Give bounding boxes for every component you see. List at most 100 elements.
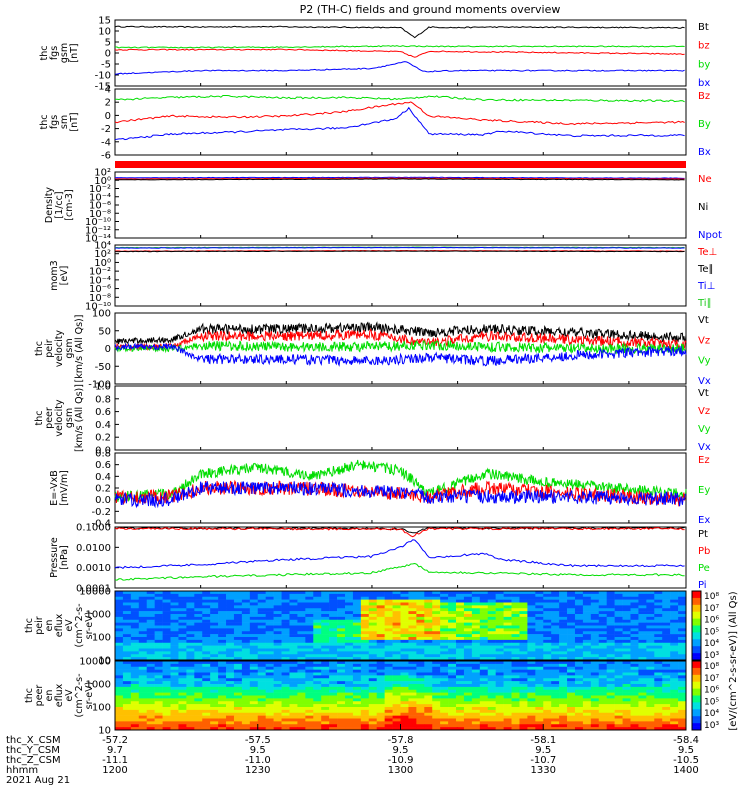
heatmap-cell: [257, 628, 266, 632]
heatmap-cell: [432, 611, 441, 615]
heatmap-cell: [630, 724, 639, 728]
heatmap-cell: [574, 669, 584, 673]
heatmap-cell: [154, 639, 163, 644]
heatmap-cell: [337, 642, 346, 646]
heatmap-cell: [598, 684, 607, 688]
heatmap-cell: [122, 651, 132, 655]
y-tick-label: 0: [105, 344, 111, 355]
colorbar-segment: [692, 637, 701, 640]
colorbar-label: [eV/(cm^2-s-sr-eV)] (All Qs): [728, 591, 739, 730]
heatmap-cell: [329, 712, 338, 716]
colorbar-segment: [692, 676, 701, 679]
heatmap-cell: [678, 672, 687, 676]
colorbar-segment: [692, 604, 701, 607]
heatmap-cell: [138, 605, 148, 609]
heatmap-cell: [408, 634, 417, 638]
heatmap-cell: [154, 727, 163, 731]
heatmap-cell: [559, 639, 568, 644]
heatmap-cell: [313, 701, 322, 705]
heatmap-cell: [630, 648, 639, 652]
heatmap-cell: [574, 648, 584, 652]
heatmap-cell: [305, 707, 314, 711]
heatmap-cell: [440, 718, 449, 722]
heatmap-cell: [376, 622, 385, 626]
heatmap-cell: [305, 727, 314, 731]
heatmap-cell: [582, 721, 592, 725]
y-axis-label: peer: [34, 685, 45, 707]
heatmap-cell: [590, 672, 600, 676]
heatmap-cell: [582, 718, 592, 722]
heatmap-cell: [329, 631, 338, 635]
heatmap-cell: [210, 611, 219, 615]
heatmap-cell: [138, 724, 148, 728]
heatmap-cell: [590, 698, 600, 702]
heatmap-cell: [392, 724, 401, 728]
heatmap-cell: [614, 616, 623, 621]
heatmap-cell: [503, 599, 512, 603]
heatmap-cell: [638, 689, 647, 693]
legend-entry: Bx: [698, 147, 711, 158]
heatmap-cell: [495, 661, 504, 665]
heatmap-cell: [265, 622, 274, 626]
heatmap-cell: [487, 707, 496, 711]
heatmap-cell: [622, 593, 631, 598]
heatmap-cell: [598, 709, 607, 714]
heatmap-cell: [582, 634, 592, 638]
heatmap-cell: [241, 675, 251, 679]
heatmap-cell: [582, 663, 592, 668]
heatmap-cell: [265, 651, 274, 655]
heatmap-cell: [305, 675, 314, 679]
heatmap-cell: [638, 611, 647, 615]
heatmap-cell: [257, 634, 266, 638]
colorbar-segment: [692, 704, 701, 707]
heatmap-cell: [456, 678, 465, 682]
heatmap-cell: [551, 631, 560, 635]
heatmap-cell: [527, 596, 536, 600]
colorbar-segment: [692, 681, 701, 684]
heatmap-cell: [400, 611, 409, 615]
heatmap-cell: [598, 639, 607, 644]
heatmap-cell: [646, 718, 655, 722]
heatmap-cell: [376, 715, 385, 719]
heatmap-cell: [424, 614, 433, 618]
heatmap-cell: [574, 639, 584, 644]
heatmap-cell: [527, 639, 536, 644]
heatmap-cell: [622, 669, 631, 673]
heatmap-cell: [337, 724, 346, 728]
heatmap-cell: [638, 648, 647, 652]
heatmap-cell: [638, 602, 647, 606]
y-tick-label: 0.8: [95, 394, 111, 405]
heatmap-cell: [313, 625, 322, 629]
heatmap-cell: [662, 628, 671, 632]
heatmap-cell: [432, 663, 441, 668]
heatmap-cell: [384, 715, 393, 719]
heatmap-cell: [297, 619, 306, 623]
heatmap-cell: [281, 707, 290, 711]
heatmap-cell: [440, 639, 449, 644]
heatmap-cell: [337, 698, 346, 702]
heatmap-cell: [590, 727, 600, 731]
heatmap-cell: [329, 625, 338, 629]
heatmap-cell: [408, 718, 417, 722]
heatmap-cell: [511, 704, 520, 708]
heatmap-cell: [392, 625, 401, 629]
heatmap-cell: [257, 631, 266, 635]
heatmap-cell: [582, 651, 592, 655]
y-axis-label: [km/s (All Qs)]: [74, 315, 85, 383]
heatmap-cell: [646, 616, 655, 621]
heatmap-cell: [606, 686, 615, 691]
heatmap-cell: [463, 669, 473, 673]
heatmap-cell: [432, 616, 441, 621]
y-tick-label: 10²: [94, 168, 111, 179]
heatmap-cell: [297, 689, 306, 693]
heatmap-cell: [503, 669, 512, 673]
heatmap-cell: [630, 704, 639, 708]
heatmap-cell: [662, 591, 671, 595]
heatmap-cell: [432, 596, 441, 600]
heatmap-cell: [614, 718, 623, 722]
heatmap-cell: [344, 666, 354, 670]
heatmap-cell: [638, 637, 647, 641]
heatmap-cell: [273, 619, 282, 623]
heatmap-cell: [115, 689, 124, 693]
heatmap-cell: [535, 672, 544, 676]
